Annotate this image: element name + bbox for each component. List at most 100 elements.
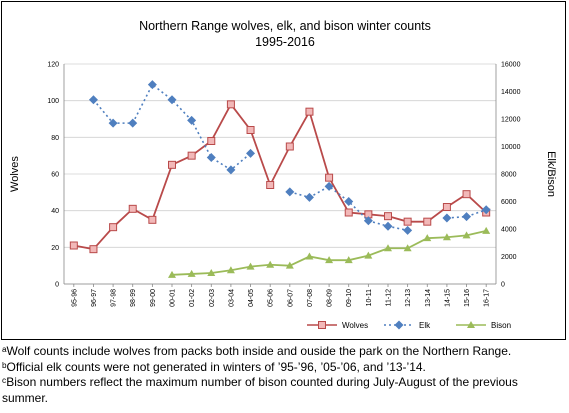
- data-point: [383, 221, 393, 231]
- data-point: [88, 95, 98, 105]
- footnote-bison-continued: summer.: [2, 390, 49, 405]
- x-tick-label: 95-96: [71, 289, 78, 307]
- x-tick-label: 05-06: [268, 289, 275, 307]
- data-point: [363, 216, 373, 226]
- x-tick-label: 97-98: [111, 289, 118, 307]
- x-tick-label: 99-00: [150, 289, 157, 307]
- legend-marker: [467, 321, 475, 328]
- x-tick-label: 02-03: [209, 289, 216, 307]
- data-point: [266, 260, 275, 268]
- x-tick-label: 06-07: [287, 289, 294, 307]
- data-point: [285, 187, 295, 197]
- left-tick-label: 40: [51, 208, 59, 215]
- chart: Northern Range wolves, elk, and bison wi…: [9, 19, 557, 330]
- data-point: [226, 100, 235, 109]
- right-axis-title: Elk/Bison: [545, 151, 557, 197]
- left-tick-label: 120: [47, 62, 59, 69]
- data-point: [207, 137, 216, 145]
- data-point: [168, 160, 176, 169]
- data-point: [442, 203, 451, 211]
- data-point: [462, 190, 471, 199]
- data-point: [206, 153, 216, 162]
- data-point: [403, 244, 412, 252]
- data-point: [403, 225, 413, 235]
- x-tick-label: 16-17: [484, 289, 491, 307]
- left-axis-ticks: 0 20 40 60 80 100 120: [47, 62, 59, 289]
- x-tick-label: 14-15: [444, 289, 451, 307]
- data-point: [147, 80, 157, 90]
- legend-item-wolves: Wolves: [307, 321, 368, 330]
- series-line: [446, 208, 487, 219]
- footnote-wolves: ᵃWolf counts include wolves from packs b…: [2, 344, 512, 358]
- data-point: [481, 205, 491, 215]
- data-point: [167, 95, 177, 105]
- data-point: [462, 231, 471, 239]
- x-axis-ticks: 95-96 96-97 97-98 98-99 99-00 00-01 01-02 02-03…: [71, 284, 491, 307]
- x-tick-label: 15-16: [464, 289, 471, 307]
- right-tick-label: 10000: [501, 144, 521, 151]
- x-tick-label: 08-09: [327, 289, 334, 307]
- data-point: [246, 126, 255, 134]
- data-point: [69, 241, 78, 250]
- series-elk: [88, 80, 491, 235]
- data-point: [285, 142, 294, 151]
- chart-title: Northern Range wolves, elk, and bison wi…: [139, 19, 431, 33]
- series-line: [73, 102, 487, 251]
- left-tick-label: 80: [51, 135, 59, 142]
- data-point: [324, 181, 334, 191]
- legend-label: Wolves: [342, 321, 368, 330]
- x-tick-label: 12-13: [405, 289, 412, 307]
- series-bison: [168, 226, 491, 278]
- data-point: [304, 192, 314, 202]
- data-point: [344, 256, 353, 264]
- x-tick-label: 07-08: [307, 289, 314, 307]
- axes: [63, 64, 497, 285]
- left-tick-label: 100: [47, 98, 59, 105]
- data-point: [442, 233, 451, 241]
- x-tick-label: 01-02: [189, 289, 196, 307]
- data-point: [423, 217, 432, 226]
- data-point: [187, 151, 196, 160]
- data-point: [423, 234, 432, 242]
- footnote-bison: ᶜBison numbers reflect the maximum numbe…: [2, 375, 518, 389]
- data-point: [207, 269, 216, 276]
- data-point: [344, 208, 353, 217]
- right-tick-label: 12000: [501, 117, 521, 124]
- data-point: [325, 173, 334, 182]
- chart-frame: Northern Range wolves, elk, and bison wi…: [1, 1, 566, 340]
- right-tick-label: 8000: [501, 172, 517, 179]
- data-point: [462, 212, 472, 222]
- gridlines: [64, 63, 496, 285]
- data-point: [482, 226, 491, 234]
- data-point: [403, 217, 412, 226]
- data-point: [187, 269, 196, 277]
- data-point: [109, 223, 118, 232]
- data-point: [226, 165, 236, 175]
- left-tick-label: 60: [51, 172, 59, 179]
- data-point: [364, 251, 373, 259]
- chart-subtitle: 1995-2016: [255, 35, 315, 49]
- data-point: [442, 213, 452, 223]
- right-tick-label: 16000: [501, 62, 521, 69]
- data-point: [305, 252, 314, 260]
- data-point: [285, 261, 294, 269]
- left-tick-label: 20: [51, 245, 59, 252]
- right-tick-label: 6000: [501, 199, 517, 206]
- x-tick-label: 11-12: [386, 289, 393, 306]
- footnote-elk: ᵇOfficial elk counts were not generated …: [2, 359, 426, 374]
- data-point: [128, 204, 137, 213]
- data-point: [226, 266, 235, 274]
- right-tick-label: 0: [501, 282, 505, 289]
- data-point: [187, 115, 197, 125]
- data-point: [108, 118, 118, 128]
- data-point: [384, 244, 392, 252]
- data-point: [246, 262, 255, 270]
- left-axis-title: Wolves: [9, 156, 21, 192]
- series-line: [171, 229, 487, 276]
- data-point: [325, 256, 334, 264]
- legend-marker: [318, 321, 326, 329]
- right-tick-label: 4000: [501, 227, 517, 234]
- data-point: [246, 148, 256, 158]
- x-tick-label: 96-97: [91, 289, 98, 307]
- data-point: [148, 215, 157, 224]
